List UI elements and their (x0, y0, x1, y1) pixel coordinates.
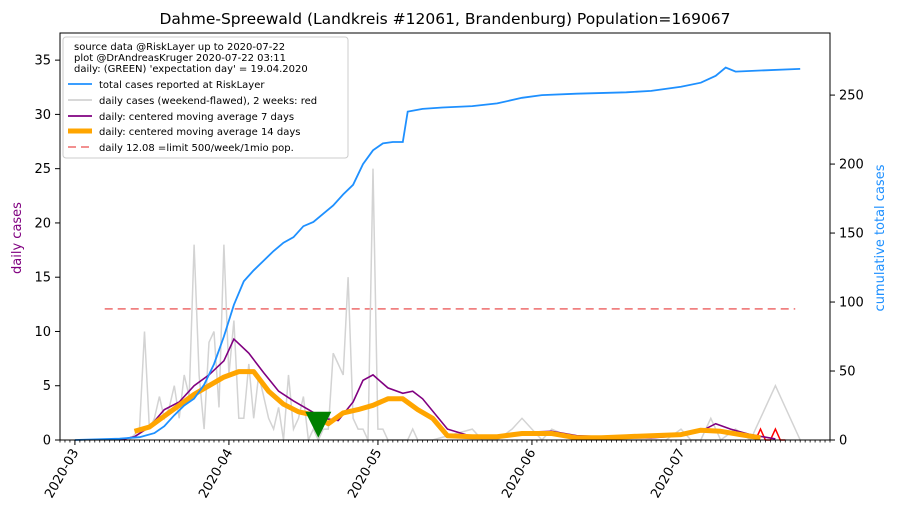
x-tick-label: 2020-04 (196, 447, 236, 502)
x-tick-label: 2020-07 (648, 447, 688, 502)
legend-label-total: total cases reported at RiskLayer (99, 80, 265, 91)
legend-note: source data @RiskLayer up to 2020-07-22 (74, 42, 285, 53)
y-tick-label-right: 50 (839, 365, 856, 380)
y-tick-label-right: 250 (839, 89, 864, 104)
legend-note: plot @DrAndreasKruger 2020-07-22 03:11 (74, 53, 286, 64)
legend-label-daily: daily cases (weekend-flawed), 2 weeks: r… (99, 96, 317, 107)
y-axis-label-left: daily cases (10, 202, 25, 274)
y-tick-label-right: 100 (839, 296, 864, 311)
x-tick-label: 2020-05 (345, 447, 385, 502)
y-tick-label-left: 25 (34, 162, 51, 177)
y-tick-label-left: 5 (43, 379, 51, 394)
legend-label-ma14: daily: centered moving average 14 days (99, 127, 300, 138)
y-tick-label-left: 20 (34, 216, 51, 231)
series-total-cases (74, 66, 801, 441)
y-tick-label-right: 0 (839, 434, 847, 449)
series-ma14 (133, 369, 761, 441)
legend-frame (62, 36, 349, 159)
y-tick-label-left: 30 (34, 108, 51, 123)
y-tick-label-right: 150 (839, 227, 864, 242)
legend-label-ma7: daily: centered moving average 7 days (99, 112, 294, 123)
y-tick-label-left: 10 (34, 325, 51, 340)
expectation-day-marker (305, 411, 332, 438)
legend: source data @RiskLayer up to 2020-07-22 … (62, 36, 349, 159)
y-axis-label-right: cumulative total cases (873, 164, 888, 311)
x-tick-label: 2020-03 (42, 447, 82, 502)
axes-frame (59, 32, 831, 441)
x-tick-label: 2020-06 (499, 447, 539, 502)
chart-title: Dahme-Spreewald (Landkreis #12061, Brand… (159, 10, 730, 28)
legend-note: daily: (GREEN) 'expectation day' = 19.04… (74, 64, 308, 75)
y-tick-label-left: 35 (34, 54, 51, 69)
y-tick-label-right: 200 (839, 158, 864, 173)
y-tick-label-left: 0 (43, 434, 51, 449)
plot-area (74, 66, 801, 443)
legend-label-limit: daily 12.08 =limit 500/week/1mio pop. (99, 143, 294, 154)
y-tick-label-left: 15 (34, 271, 51, 286)
